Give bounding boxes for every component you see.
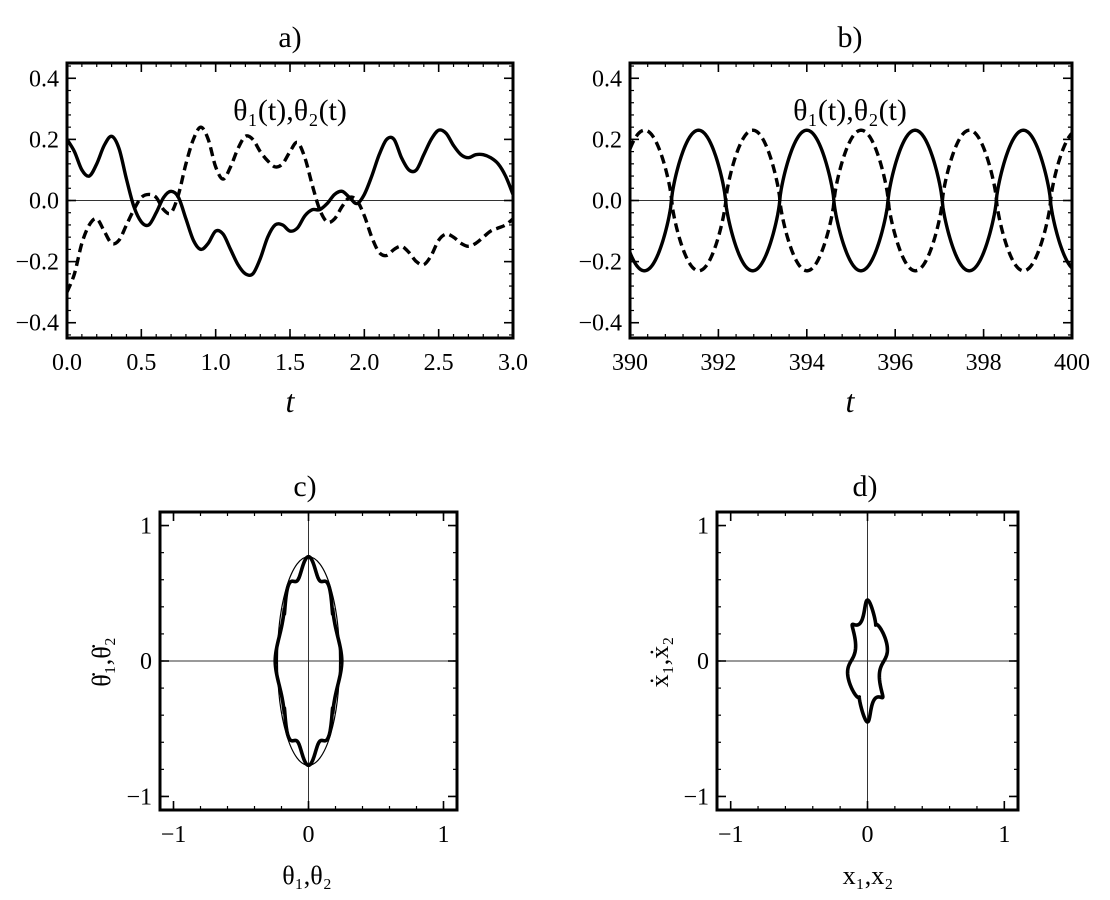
panel-a-title: a) [278,21,301,54]
panel-a-y-tick-label: 0.0 [29,189,59,215]
panel-c-x-axis-label: θ₁,θ₂ [282,861,332,890]
panel-d-y-tick-label: 1 [697,514,709,540]
panel-d-y-axis-label: ẋ₁,ẋ₂ [645,637,674,688]
panel-b-x-tick-label: 390 [612,350,648,376]
panel-a-y-tick-label: 0.2 [29,127,59,153]
panel-a-series-group [67,125,513,293]
panel-a-x-tick-label: 0.0 [52,350,82,376]
panel-a-y-tick-label: 0.4 [29,66,59,92]
panel-b-x-tick-label: 398 [966,350,1002,376]
panel-d-plot-frame [715,510,1020,812]
panel-a-x-tick-label: 3.0 [498,350,528,376]
panel-d-y-tick-label: 0 [697,649,709,675]
panel-a-series-solid-line [67,128,513,278]
panel-a-chart: a) t θ₁(t),θ₂(t) 0.0 0.5 1.0 1.5 2.0 2.5 3.0 −0… [15,21,528,419]
panel-a-x-tick-label: 2.0 [349,350,379,376]
panel-b-x-tick-label: 396 [877,350,913,376]
panel-d-series-group [845,598,890,724]
panel-d-chart: d) x₁,x₂ ẋ₁,ẋ₂ −1 0 1 −1 0 1 [645,470,1020,890]
panel-b-y-tick-label: 0.2 [592,127,622,153]
panel-b-chart: b) t θ₁(t),θ₂(t) 390 392 394 396 398 400 −0.4 −… [578,21,1090,419]
panel-b-title: b) [838,21,863,54]
panel-a-x-tick-label: 1.0 [201,350,231,376]
panel-d-x-tick-label: −1 [718,822,744,848]
panel-c-chart: c) θ₁,θ₂ θ̇₁,θ̇₂ −1 0 1 −1 0 1 [87,470,459,890]
panel-b-y-tick-label: 0.4 [592,66,622,92]
panel-b-series-annotation: θ₁(t),θ₂(t) [793,94,907,127]
panel-c-series-group [273,554,344,768]
panel-c-y-axis-label: θ̇₁,θ̇₂ [87,637,116,687]
panel-a-series-dashed-line [67,125,513,293]
panel-d-wavy-orbit-curve [845,598,890,724]
panel-a-y-tick-label: −0.2 [15,250,59,276]
panel-a-x-axis-label: t [286,383,296,419]
panel-b-y-tick-label: 0.0 [592,189,622,215]
panel-b-series-group [630,128,1072,273]
panel-d-y-tick-label: −1 [683,784,709,810]
panel-b-x-axis-label: t [846,383,856,419]
panel-b-x-tick-label: 400 [1054,350,1090,376]
panel-c-y-tick-label: 0 [140,649,152,675]
panel-a-x-tick-label: 0.5 [126,350,156,376]
panel-c-y-tick-label: −1 [126,784,152,810]
panel-a-x-tick-label: 1.5 [275,350,305,376]
panel-a-series-annotation: θ₁(t),θ₂(t) [233,94,347,127]
panel-b-series-dashed-line [630,128,1072,273]
panel-c-x-tick-label: −1 [161,822,187,848]
panel-d-x-tick-label: 0 [862,822,874,848]
panel-b-y-tick-label: −0.2 [578,250,622,276]
panel-d-x-tick-label: 1 [998,822,1010,848]
panel-c-x-tick-label: 0 [303,822,315,848]
panel-d-x-axis-label: x₁,x₂ [843,861,894,890]
panel-c-plot-frame [158,510,459,812]
panel-b-y-tick-label: −0.4 [578,311,622,337]
panel-c-wavy-orbit-curve [273,554,344,768]
panel-c-x-tick-label: 1 [438,822,450,848]
panel-b-x-tick-label: 394 [789,350,825,376]
panel-a-x-tick-label: 2.5 [424,350,454,376]
panel-c-title: c) [293,470,316,503]
panel-a-plot-frame [65,61,515,340]
panel-c-y-tick-label: 1 [140,514,152,540]
panel-b-plot-frame [628,61,1074,340]
panel-b-x-tick-label: 392 [700,350,736,376]
panel-a-y-tick-label: −0.4 [15,311,59,337]
panel-d-title: d) [853,470,878,503]
panel-b-series-solid-line [630,128,1072,273]
